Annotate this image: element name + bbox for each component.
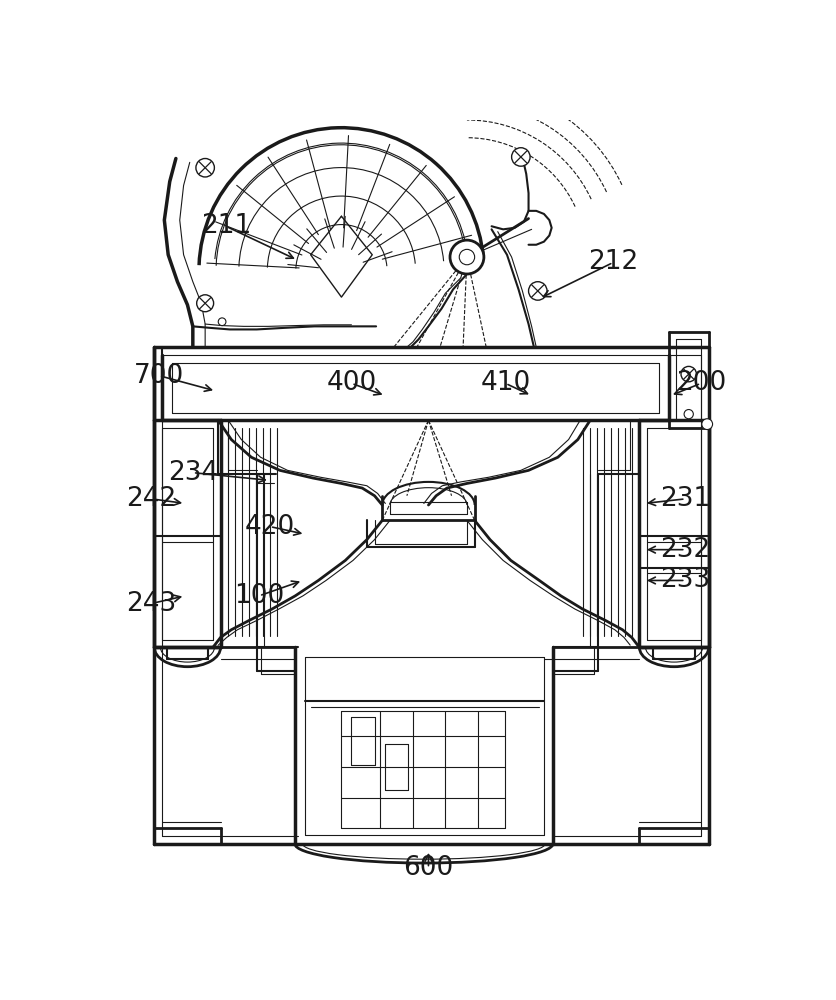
Text: 410: 410 bbox=[481, 370, 531, 396]
Circle shape bbox=[459, 249, 475, 265]
Text: 211: 211 bbox=[201, 213, 251, 239]
Text: 420: 420 bbox=[245, 514, 295, 540]
Circle shape bbox=[684, 410, 693, 419]
Text: 200: 200 bbox=[675, 370, 726, 396]
Circle shape bbox=[196, 295, 214, 312]
Text: 212: 212 bbox=[588, 249, 639, 275]
Circle shape bbox=[528, 282, 547, 300]
Circle shape bbox=[681, 366, 696, 382]
Text: 231: 231 bbox=[660, 486, 711, 512]
Text: 243: 243 bbox=[126, 591, 176, 617]
Text: 400: 400 bbox=[326, 370, 376, 396]
Text: 232: 232 bbox=[660, 537, 711, 563]
Circle shape bbox=[701, 419, 712, 430]
Circle shape bbox=[450, 240, 484, 274]
Text: 600: 600 bbox=[403, 855, 454, 881]
Circle shape bbox=[512, 148, 530, 166]
Text: 700: 700 bbox=[134, 363, 184, 389]
Text: 100: 100 bbox=[234, 583, 284, 609]
Circle shape bbox=[196, 158, 214, 177]
Text: 233: 233 bbox=[660, 567, 711, 593]
Text: 234: 234 bbox=[168, 460, 218, 486]
Text: 242: 242 bbox=[126, 486, 176, 512]
Circle shape bbox=[218, 318, 226, 326]
